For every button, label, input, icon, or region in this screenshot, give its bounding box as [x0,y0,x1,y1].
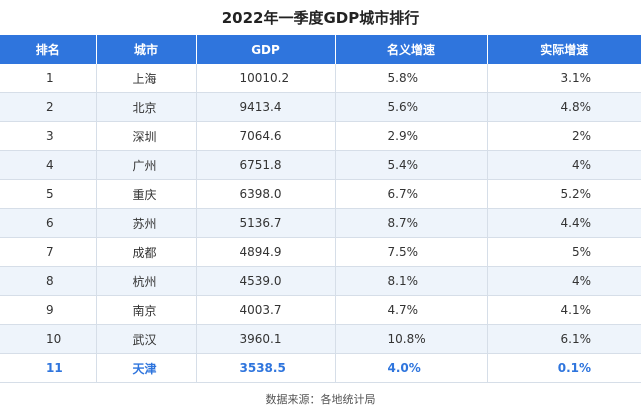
cell-nominal-growth: 7.5% [335,237,488,267]
cell-gdp: 6751.8 [196,150,336,180]
table-title: 2022年一季度GDP城市排行 [221,9,420,27]
cell-rank: 7 [0,237,97,267]
table-row: 4 广州 6751.8 5.4% 4% [0,150,641,180]
cell-nominal-growth: 8.1% [335,266,488,296]
cell-gdp: 6398.0 [196,179,336,209]
cell-nominal-growth: 5.6% [335,92,488,122]
cell-gdp: 3538.5 [196,353,336,383]
cell-gdp: 4894.9 [196,237,336,267]
table-row: 7 成都 4894.9 7.5% 5% [0,237,641,267]
cell-rank: 1 [0,64,97,93]
cell-real-growth: 5.2% [487,179,641,209]
cell-rank: 9 [0,295,97,325]
cell-city: 苏州 [96,208,197,238]
cell-real-growth: 4.1% [487,295,641,325]
cell-rank: 3 [0,121,97,151]
cell-gdp: 5136.7 [196,208,336,238]
cell-city: 广州 [96,150,197,180]
header-rank: 排名 [0,35,97,64]
cell-nominal-growth: 5.8% [335,64,488,93]
cell-city: 上海 [96,64,197,93]
cell-nominal-growth: 6.7% [335,179,488,209]
cell-real-growth: 0.1% [487,353,641,383]
cell-rank: 8 [0,266,97,296]
header-city: 城市 [96,35,197,64]
cell-gdp: 7064.6 [196,121,336,151]
cell-gdp: 4003.7 [196,295,336,325]
table-row: 8 杭州 4539.0 8.1% 4% [0,266,641,296]
cell-rank: 6 [0,208,97,238]
cell-city: 北京 [96,92,197,122]
table-row: 1 上海 10010.2 5.8% 3.1% [0,64,641,93]
cell-rank: 10 [0,324,97,354]
table-row: 9 南京 4003.7 4.7% 4.1% [0,295,641,325]
cell-city: 天津 [96,353,197,383]
cell-rank: 4 [0,150,97,180]
cell-nominal-growth: 5.4% [335,150,488,180]
header-nominal-growth: 名义增速 [335,35,488,64]
table-row: 5 重庆 6398.0 6.7% 5.2% [0,179,641,209]
table-row: 10 武汉 3960.1 10.8% 6.1% [0,324,641,354]
cell-city: 成都 [96,237,197,267]
cell-real-growth: 4% [487,150,641,180]
cell-real-growth: 4.4% [487,208,641,238]
cell-nominal-growth: 2.9% [335,121,488,151]
table-row: 11 天津 3538.5 4.0% 0.1% [0,353,641,383]
cell-gdp: 3960.1 [196,324,336,354]
cell-city: 南京 [96,295,197,325]
cell-gdp: 10010.2 [196,64,336,93]
cell-real-growth: 4.8% [487,92,641,122]
gdp-ranking-table: 排名 城市 GDP 名义增速 实际增速 1 上海 10010.2 5.8% 3.1% 2 北… [0,35,641,383]
cell-nominal-growth: 4.0% [335,353,488,383]
cell-nominal-growth: 4.7% [335,295,488,325]
data-source: 数据来源：各地统计局 [265,393,376,406]
cell-city: 重庆 [96,179,197,209]
cell-real-growth: 5% [487,237,641,267]
table-row: 6 苏州 5136.7 8.7% 4.4% [0,208,641,238]
cell-rank: 2 [0,92,97,122]
cell-city: 深圳 [96,121,197,151]
cell-gdp: 4539.0 [196,266,336,296]
cell-real-growth: 6.1% [487,324,641,354]
cell-real-growth: 2% [487,121,641,151]
cell-city: 武汉 [96,324,197,354]
cell-real-growth: 3.1% [487,64,641,93]
cell-rank: 5 [0,179,97,209]
header-row: 排名 城市 GDP 名义增速 实际增速 [0,35,641,64]
cell-city: 杭州 [96,266,197,296]
table-row: 2 北京 9413.4 5.6% 4.8% [0,92,641,122]
table-row: 3 深圳 7064.6 2.9% 2% [0,121,641,151]
header-gdp: GDP [196,35,336,64]
cell-nominal-growth: 8.7% [335,208,488,238]
cell-rank: 11 [0,353,97,383]
cell-gdp: 9413.4 [196,92,336,122]
header-real-growth: 实际增速 [487,35,641,64]
cell-real-growth: 4% [487,266,641,296]
cell-nominal-growth: 10.8% [335,324,488,354]
